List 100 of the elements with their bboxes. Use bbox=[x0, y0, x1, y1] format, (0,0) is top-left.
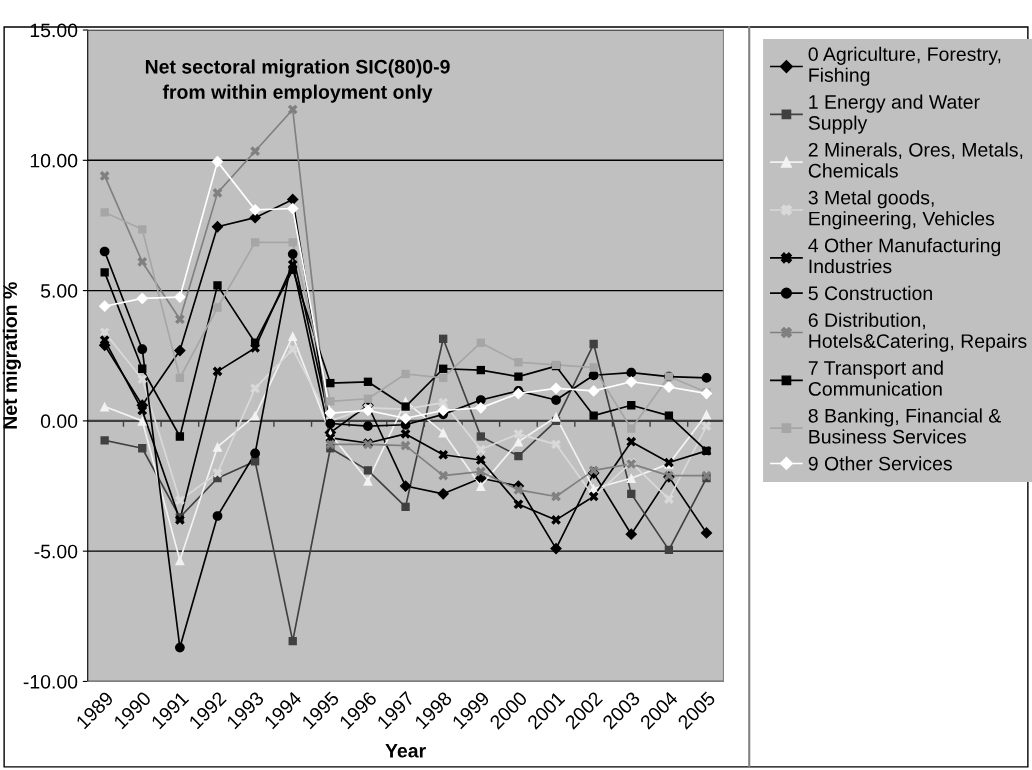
point bbox=[474, 401, 487, 414]
point bbox=[437, 487, 450, 500]
point bbox=[362, 404, 374, 417]
point bbox=[513, 499, 524, 510]
point bbox=[363, 466, 373, 475]
point bbox=[626, 367, 637, 378]
point bbox=[476, 338, 485, 347]
point bbox=[363, 475, 373, 486]
legend-label: 8 Banking, Financial & Business Services bbox=[808, 408, 1001, 444]
point bbox=[363, 377, 373, 386]
point bbox=[514, 358, 523, 367]
x-axis-title: Year bbox=[385, 744, 426, 758]
legend-label: 6 Distribution, Hotels&Catering, Repairs bbox=[808, 312, 1027, 352]
point bbox=[250, 338, 260, 347]
point bbox=[439, 364, 448, 373]
point bbox=[326, 378, 335, 388]
y-tick-label: 0.00 bbox=[40, 414, 78, 429]
point bbox=[399, 480, 412, 492]
point bbox=[475, 466, 486, 477]
point bbox=[100, 436, 109, 445]
point bbox=[663, 381, 675, 393]
point bbox=[286, 202, 299, 215]
text: Net sectoral migration SIC(80)0-9 from within employment only bbox=[145, 59, 450, 103]
point bbox=[287, 104, 298, 115]
point bbox=[551, 515, 561, 525]
y-tick-label: -10.00 bbox=[23, 674, 78, 689]
point bbox=[701, 470, 712, 481]
legend-label: 5 Construction bbox=[808, 285, 932, 301]
point bbox=[476, 432, 485, 441]
point bbox=[514, 451, 523, 461]
y-tick-label: -5.00 bbox=[34, 544, 78, 559]
point bbox=[287, 344, 298, 355]
point bbox=[99, 335, 110, 345]
point bbox=[400, 440, 411, 451]
point bbox=[475, 455, 486, 465]
point bbox=[213, 303, 222, 312]
point bbox=[438, 427, 449, 438]
point bbox=[513, 436, 524, 447]
point bbox=[437, 404, 450, 417]
point bbox=[175, 314, 185, 325]
point bbox=[399, 412, 412, 425]
point bbox=[213, 281, 222, 290]
point bbox=[175, 432, 185, 441]
point bbox=[363, 421, 373, 431]
point bbox=[288, 636, 297, 646]
point bbox=[626, 473, 637, 484]
point bbox=[175, 373, 185, 383]
point bbox=[249, 203, 261, 216]
point bbox=[627, 489, 636, 499]
legend-label: 1 Energy and Water Supply bbox=[808, 94, 980, 134]
point bbox=[287, 331, 298, 342]
legend-label: 2 Minerals, Ores, Metals, Chemicals bbox=[808, 142, 1023, 178]
point bbox=[475, 444, 486, 455]
point bbox=[212, 188, 223, 198]
legend-label: 4 Other Manufacturing Industries bbox=[808, 238, 1001, 274]
legend-label: 9 Other Services bbox=[808, 456, 952, 471]
point bbox=[401, 502, 410, 512]
point bbox=[701, 421, 712, 431]
point bbox=[551, 395, 561, 405]
point bbox=[700, 527, 713, 539]
point bbox=[100, 268, 109, 277]
point bbox=[589, 339, 598, 349]
point bbox=[100, 208, 109, 217]
point bbox=[513, 485, 524, 495]
point bbox=[250, 146, 260, 157]
legend-label: 0 Agriculture, Forestry, Fishing bbox=[808, 46, 1001, 86]
point bbox=[625, 375, 638, 388]
point bbox=[551, 491, 561, 502]
point bbox=[173, 291, 186, 304]
point bbox=[175, 555, 185, 566]
point bbox=[625, 528, 638, 541]
point bbox=[250, 238, 260, 247]
point bbox=[702, 446, 711, 456]
point bbox=[627, 424, 636, 433]
point bbox=[551, 439, 561, 450]
y-tick-label: 10.00 bbox=[30, 153, 78, 168]
point bbox=[137, 257, 148, 267]
point bbox=[664, 545, 674, 555]
point bbox=[401, 369, 410, 379]
point bbox=[551, 412, 561, 422]
point bbox=[173, 344, 186, 357]
point bbox=[98, 300, 111, 313]
point bbox=[324, 407, 337, 419]
point bbox=[701, 409, 712, 420]
point bbox=[664, 494, 674, 504]
point bbox=[288, 265, 297, 274]
legend-label: 3 Metal goods, Engineering, Vehicles bbox=[808, 190, 995, 230]
point bbox=[136, 292, 149, 305]
point bbox=[438, 449, 449, 460]
point bbox=[626, 436, 637, 447]
y-tick-label: 5.00 bbox=[40, 284, 78, 298]
point bbox=[438, 397, 449, 408]
point bbox=[211, 155, 224, 168]
point bbox=[175, 495, 185, 506]
point bbox=[438, 470, 449, 481]
point bbox=[288, 238, 297, 247]
point bbox=[250, 383, 260, 394]
point bbox=[514, 372, 523, 381]
point bbox=[476, 365, 485, 375]
point bbox=[550, 542, 562, 555]
